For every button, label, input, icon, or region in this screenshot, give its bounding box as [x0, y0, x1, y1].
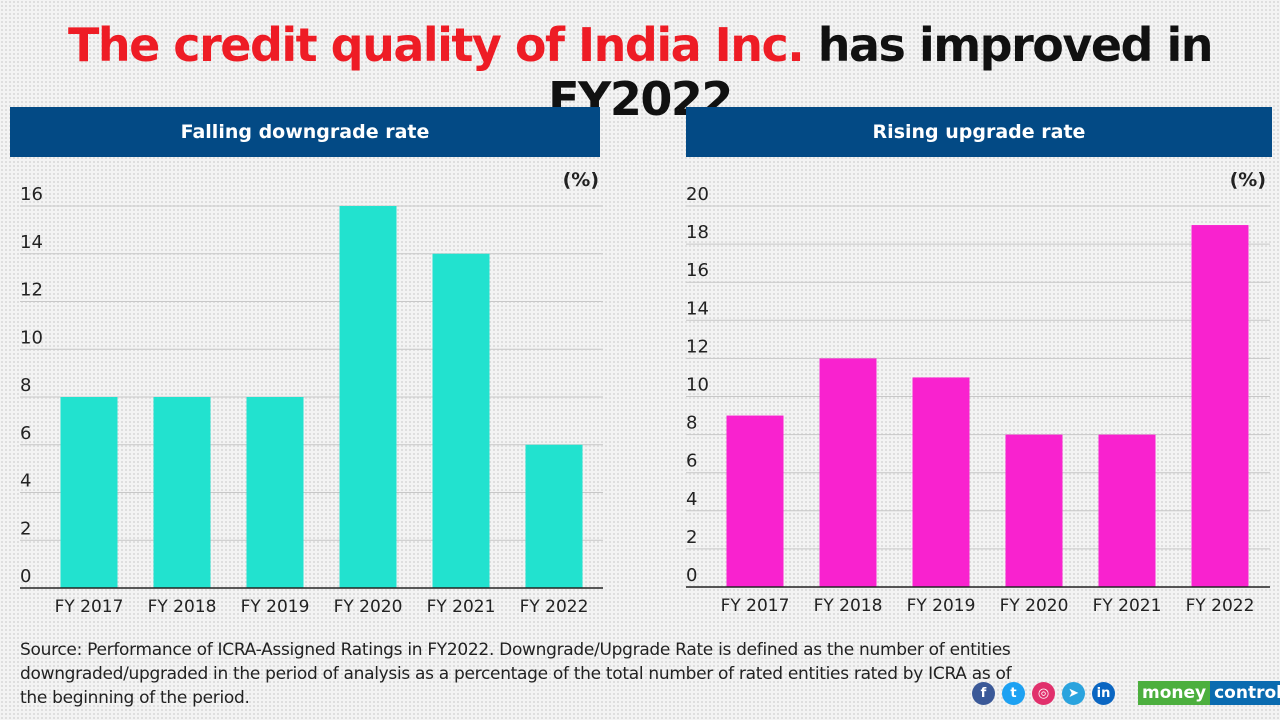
- instagram-icon[interactable]: ◎: [1032, 682, 1055, 705]
- right-panel-title: Rising upgrade rate: [686, 107, 1272, 157]
- y-tick-label: 0: [20, 566, 31, 587]
- y-tick-label: 8: [20, 375, 31, 396]
- x-tick-label: FY 2018: [814, 596, 883, 616]
- moneycontrol-logo: money control: [1138, 681, 1280, 705]
- telegram-icon[interactable]: ➤: [1062, 682, 1085, 705]
- page-title: The credit quality of India Inc. has imp…: [67, 18, 1214, 126]
- twitter-icon[interactable]: t: [1002, 682, 1025, 705]
- bar: [1005, 434, 1063, 587]
- facebook-icon[interactable]: f: [972, 682, 995, 705]
- x-tick-label: FY 2022: [520, 597, 589, 617]
- y-tick-label: 6: [20, 423, 31, 444]
- y-tick-label: 6: [686, 451, 697, 472]
- y-tick-label: 10: [686, 375, 709, 396]
- y-tick-label: 20: [686, 184, 709, 205]
- bar: [339, 206, 397, 588]
- y-tick-label: 16: [20, 184, 43, 205]
- x-tick-label: FY 2021: [1093, 596, 1162, 616]
- bar: [1191, 225, 1249, 588]
- x-tick-label: FY 2020: [334, 597, 403, 617]
- y-tick-label: 4: [686, 489, 697, 510]
- y-tick-label: 2: [20, 518, 31, 539]
- y-tick-label: 14: [20, 232, 43, 253]
- x-tick-label: FY 2017: [721, 596, 790, 616]
- x-tick-label: FY 2019: [241, 597, 310, 617]
- y-tick-label: 14: [686, 298, 709, 319]
- bar: [726, 415, 784, 587]
- linkedin-icon[interactable]: in: [1092, 682, 1115, 705]
- y-tick-label: 12: [20, 280, 43, 301]
- x-tick-label: FY 2017: [55, 597, 124, 617]
- x-tick-label: FY 2019: [907, 596, 976, 616]
- bar: [525, 444, 583, 588]
- x-tick-label: FY 2022: [1186, 596, 1255, 616]
- y-tick-label: 16: [686, 260, 709, 281]
- x-tick-label: FY 2021: [427, 597, 496, 617]
- social-icons: f t ◎ ➤ in: [972, 682, 1115, 705]
- x-tick-label: FY 2018: [148, 597, 217, 617]
- bar: [1098, 434, 1156, 587]
- bar: [432, 253, 490, 588]
- y-tick-label: 8: [686, 413, 697, 434]
- y-tick-label: 2: [686, 527, 697, 548]
- unit-label: (%): [563, 169, 599, 191]
- bar: [153, 397, 211, 588]
- y-tick-label: 0: [686, 565, 697, 586]
- bar: [912, 377, 970, 587]
- x-tick-label: FY 2020: [1000, 596, 1069, 616]
- unit-label: (%): [1230, 169, 1266, 191]
- y-tick-label: 10: [20, 327, 43, 348]
- bar: [246, 397, 304, 588]
- bar: [819, 358, 877, 587]
- left-panel-title: Falling downgrade rate: [10, 107, 600, 157]
- bar: [60, 397, 118, 588]
- source-note: Source: Performance of ICRA-Assigned Rat…: [20, 640, 1012, 708]
- y-tick-label: 12: [686, 336, 709, 357]
- y-tick-label: 4: [20, 471, 31, 492]
- y-tick-label: 18: [686, 222, 709, 243]
